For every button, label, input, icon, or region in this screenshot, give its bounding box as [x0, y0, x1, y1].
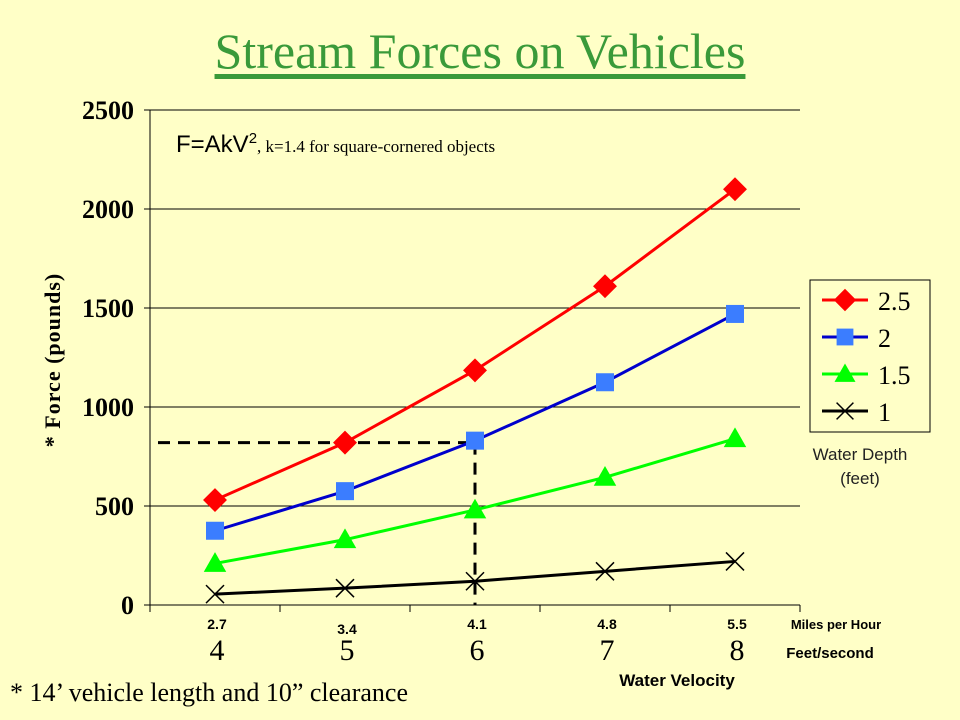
formula-exponent: 2 [248, 130, 258, 147]
mph-tick-label: 4.1 [467, 616, 487, 632]
formula-annotation: F=AkV2, k=1.4 for square-cornered object… [176, 130, 495, 159]
legend-label: 1 [878, 398, 891, 427]
data-point-2 [726, 304, 744, 323]
mph-tick-label: 5.5 [727, 616, 747, 632]
data-point-2.5 [203, 488, 227, 513]
y-tick-label: 0 [121, 591, 134, 620]
data-point-1.5 [333, 528, 357, 549]
data-point-1 [725, 551, 745, 571]
legend-caption-line2: (feet) [840, 469, 880, 488]
legend-marker-2 [836, 328, 854, 346]
x-tick-label: 4 [210, 634, 225, 667]
legend-marker-1 [836, 402, 854, 420]
legend-box [809, 279, 931, 433]
data-point-1 [595, 561, 615, 581]
mph-tick-label: 2.7 [207, 616, 227, 632]
series-line-2 [214, 312, 736, 533]
data-point-2 [206, 521, 224, 540]
y-tick-label: 1500 [82, 294, 134, 323]
data-point-1 [335, 578, 355, 598]
data-point-2 [596, 373, 614, 392]
legend-caption-line1: Water Depth [812, 445, 908, 464]
data-point-1.5 [203, 552, 227, 572]
data-point-2.5 [593, 274, 617, 299]
y-tick-label: 500 [95, 492, 134, 521]
data-point-2.5 [463, 358, 487, 383]
mph-tick-label: 3.4 [337, 621, 357, 637]
legend-caption: Water Depth (feet) [800, 443, 920, 491]
data-point-2.5 [333, 430, 357, 455]
formula-main: F=AkV [176, 131, 249, 158]
data-point-2 [336, 482, 354, 501]
y-tick-label: 2000 [82, 195, 134, 224]
data-point-2.5 [723, 177, 747, 202]
data-point-1 [205, 584, 225, 604]
y-tick-label: 1000 [82, 393, 134, 422]
data-point-1 [465, 571, 485, 591]
x-axis-label: Water Velocity [619, 671, 735, 690]
data-point-2 [466, 431, 484, 450]
data-point-1.5 [463, 498, 487, 519]
y-axis-label: * Force (pounds) [40, 273, 65, 448]
legend-label: 1.5 [878, 361, 911, 390]
y-tick-label: 2500 [82, 96, 134, 125]
x-tick-label: 7 [600, 634, 615, 667]
x-unit-primary: Feet/second [786, 645, 874, 662]
legend-marker-1.5 [834, 363, 856, 382]
x-tick-label: 8 [730, 634, 745, 667]
formula-note: , k=1.4 for square-cornered objects [257, 137, 496, 156]
data-point-1.5 [723, 427, 747, 448]
legend-label: 2.5 [878, 287, 911, 316]
x-tick-label: 6 [470, 634, 485, 667]
x-tick-label: 5 [340, 634, 355, 667]
legend-label: 2 [878, 324, 891, 353]
mph-tick-label: 4.8 [597, 616, 617, 632]
data-point-1.5 [593, 466, 617, 486]
chart-title: Stream Forces on Vehicles [214, 23, 746, 79]
x-unit-secondary: Miles per Hour [791, 617, 881, 632]
legend-marker-2.5 [833, 288, 857, 312]
footnote: * 14’ vehicle length and 10” clearance [10, 678, 408, 707]
